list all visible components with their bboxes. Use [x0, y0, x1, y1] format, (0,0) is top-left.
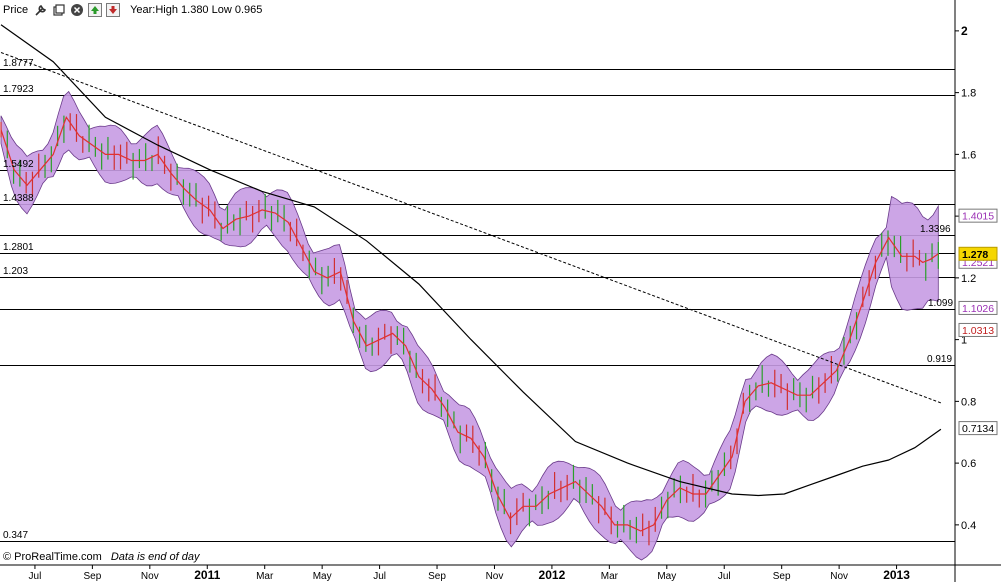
x-tick-label-2: Nov: [141, 571, 159, 582]
x-tick-label-13: Sep: [773, 571, 791, 582]
chart-toolbar: Price Year:High 1.380 Low 0.965: [0, 0, 956, 20]
footer: © ProRealTime.com Data is end of day: [3, 551, 200, 563]
level-label-6: 1.203: [3, 266, 28, 277]
value-badge-box-0: [958, 208, 998, 223]
x-tick-label-6: Jul: [373, 571, 386, 582]
x-tick-label-9: 2012: [539, 568, 566, 582]
y-tick-label-1: 1.8: [961, 88, 976, 100]
value-badge-box-2: [958, 246, 998, 261]
x-tick-label-3: 2011: [194, 568, 220, 582]
value-badge-4: 1.0313: [962, 325, 994, 337]
price-average-line: [0, 116, 939, 532]
y-tick-label-6: 0.8: [961, 396, 976, 408]
level-label-0: 1.8777: [3, 58, 34, 69]
year-high-low: Year:High 1.380 Low 0.965: [130, 4, 263, 16]
y-tick-label-4: 1.2: [961, 273, 976, 285]
x-tick-label-14: Nov: [830, 571, 848, 582]
x-tick-label-11: May: [657, 571, 676, 582]
level-label-2: 1.5492: [3, 159, 34, 170]
x-tick-label-5: May: [313, 571, 332, 582]
window-icon[interactable]: [52, 3, 66, 17]
x-tick-label-8: Nov: [486, 571, 504, 582]
x-tick-label-4: Mar: [256, 571, 274, 582]
trend-line: [0, 52, 942, 404]
x-tick-label-7: Sep: [428, 571, 446, 582]
x-tick-label-12: Jul: [718, 571, 731, 582]
price-label: Price: [3, 4, 29, 16]
level-label-4: 1.3396: [920, 224, 951, 235]
y-tick-label-0: 2: [961, 24, 968, 38]
value-badge-5: 0.7134: [962, 423, 994, 435]
y-tick-label-7: 0.6: [961, 458, 976, 470]
x-tick-label-10: Mar: [601, 571, 619, 582]
prorealtime-credit: © ProRealTime.com: [3, 551, 102, 563]
level-label-3: 1.4388: [3, 193, 34, 204]
bollinger-band: [0, 90, 939, 561]
y-tick-label-5: 1: [961, 335, 967, 347]
close-icon[interactable]: [70, 3, 84, 17]
x-tick-label-0: Jul: [29, 571, 42, 582]
end-of-day-note: Data is end of day: [110, 551, 200, 563]
y-tick-label-2: 1.6: [961, 149, 976, 161]
down-arrow-icon[interactable]: [106, 3, 121, 17]
level-label-8: 0.919: [927, 354, 952, 365]
x-tick-label-15: 2013: [883, 568, 910, 582]
value-badge-2: 1.278: [962, 249, 988, 261]
value-badge-3: 1.1026: [962, 303, 994, 315]
x-tick-label-1: Sep: [83, 571, 101, 582]
value-badge-box-5: [958, 421, 998, 436]
y-tick-label-8: 0.4: [961, 520, 976, 532]
level-label-7: 1.099: [928, 298, 953, 309]
up-arrow-icon[interactable]: [88, 3, 103, 17]
value-badge-box-3: [958, 300, 998, 315]
level-label-9: 0.347: [3, 530, 28, 541]
level-label-1: 1.7923: [3, 84, 34, 95]
value-badge-box-4: [958, 322, 998, 337]
value-badge-0: 1.4015: [962, 211, 994, 223]
long-moving-average-line: [0, 24, 942, 497]
wrench-icon[interactable]: [34, 3, 48, 17]
level-label-5: 1.2801: [3, 242, 34, 253]
